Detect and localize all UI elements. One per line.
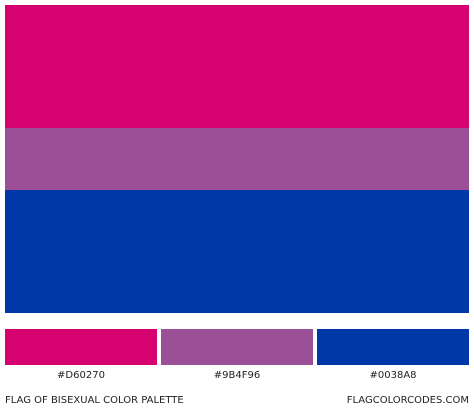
color-swatch bbox=[317, 329, 469, 365]
flag-stripe bbox=[5, 128, 469, 190]
footer-site: FLAGCOLORCODES.COM bbox=[346, 395, 469, 406]
flag bbox=[5, 5, 469, 313]
footer-title: FLAG OF BISEXUAL COLOR PALETTE bbox=[5, 395, 184, 406]
hex-label: #D60270 bbox=[57, 370, 105, 381]
color-swatch bbox=[161, 329, 313, 365]
hex-label: #9B4F96 bbox=[213, 370, 261, 381]
flag-stripe bbox=[5, 190, 469, 313]
flag-stripe bbox=[5, 5, 469, 128]
hex-label: #0038A8 bbox=[369, 370, 417, 381]
color-swatch bbox=[5, 329, 157, 365]
